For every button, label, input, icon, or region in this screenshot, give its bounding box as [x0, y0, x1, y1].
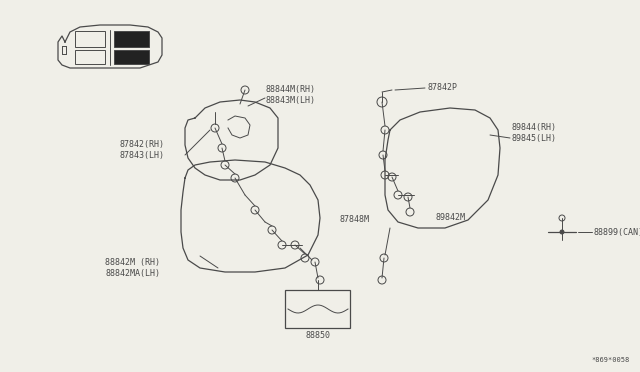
Text: 88844M(RH)
88843M(LH): 88844M(RH) 88843M(LH): [265, 85, 315, 105]
Text: 89842M: 89842M: [435, 214, 465, 222]
Bar: [75, 50, 105, 64]
Bar: [75, 31, 105, 47]
Circle shape: [560, 230, 564, 234]
Text: *869*0058: *869*0058: [592, 357, 630, 363]
Text: 87842P: 87842P: [427, 83, 457, 93]
Bar: [285, 290, 350, 328]
Text: 88850: 88850: [305, 331, 330, 340]
Text: 89844(RH)
89845(LH): 89844(RH) 89845(LH): [512, 123, 557, 143]
Text: 87842(RH)
87843(LH): 87842(RH) 87843(LH): [120, 140, 165, 160]
Text: 88842M (RH)
88842MA(LH): 88842M (RH) 88842MA(LH): [105, 258, 160, 278]
Text: 87848M: 87848M: [340, 215, 370, 224]
Bar: [114, 31, 149, 47]
Bar: [114, 50, 149, 64]
Text: 88899(CAN): 88899(CAN): [594, 228, 640, 237]
